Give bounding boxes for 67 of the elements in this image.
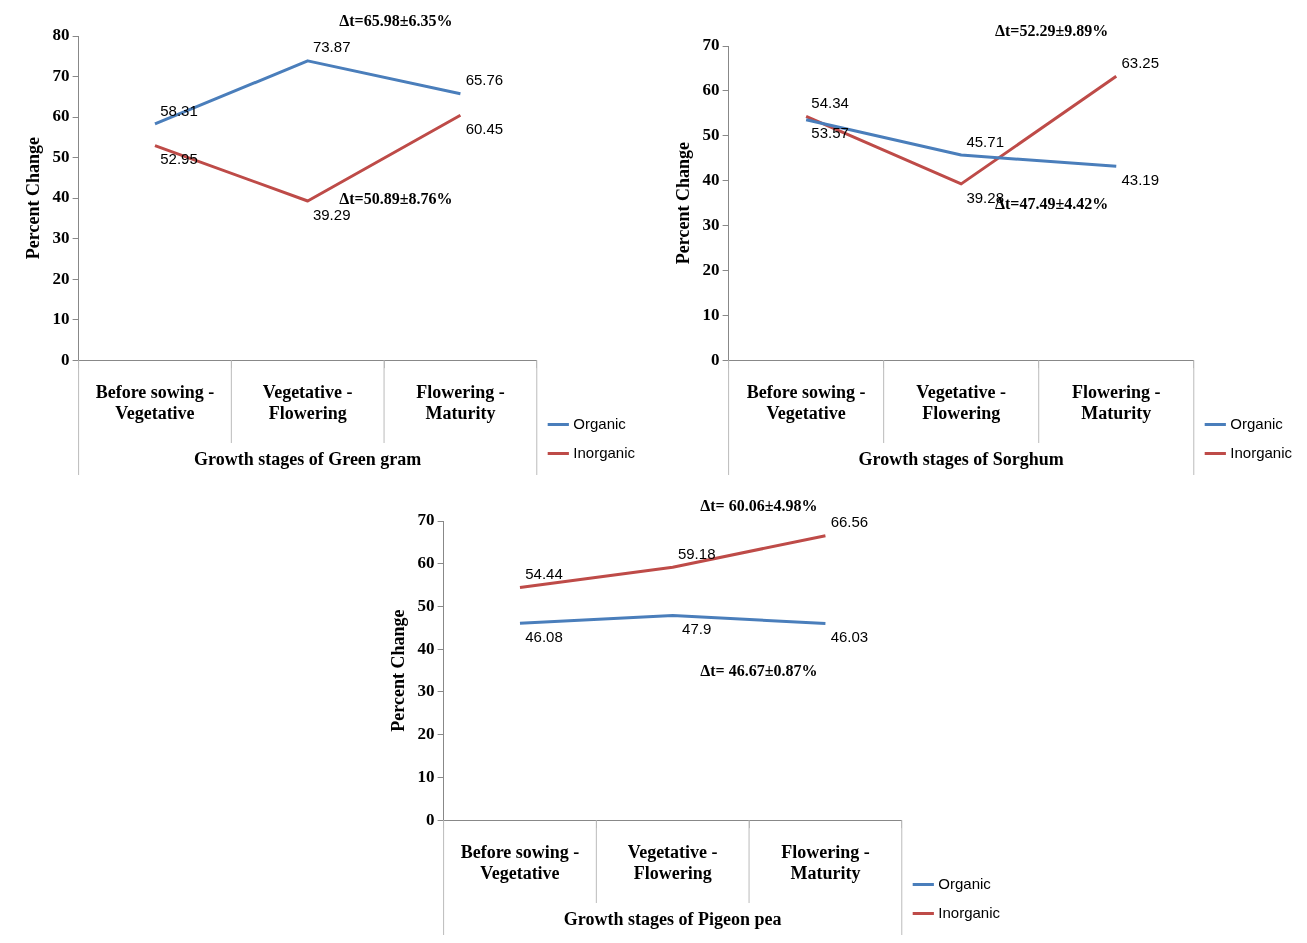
data-label: 46.03 [830,628,869,646]
y-tick-label: 40 [702,170,720,190]
data-label: 43.19 [1121,170,1160,188]
y-tick-label: 0 [61,349,70,369]
data-label: 65.76 [465,71,504,89]
x-axis-title: Growth stages of Pigeon pea [563,908,782,929]
y-tick-label: 50 [702,125,720,145]
y-tick-label: 50 [52,146,70,166]
y-tick-label: 70 [417,510,435,530]
y-tick-label: 60 [52,106,70,126]
x-tick-label: Vegetative - Flowering [627,841,718,884]
data-label: 63.25 [1121,53,1160,71]
data-label: 46.08 [525,627,563,645]
data-label: 52.95 [160,150,198,168]
data-label: 73.87 [312,38,351,56]
annotation: Δt= 46.67±0.87% [700,661,818,679]
y-axis-title: Percent Change [23,137,44,260]
y-axis-title: Percent Change [673,142,694,265]
x-tick-label: Flowering - Maturity [781,841,870,884]
y-tick-label: 30 [417,681,435,701]
x-tick-label: Before sowing - Vegetative [746,381,866,424]
data-label: 53.57 [811,124,849,142]
data-label: 45.71 [966,132,1004,150]
legend-label: Organic [573,414,627,432]
data-label: 39.29 [312,205,351,223]
text: Δt= 60.06±4.98% [700,497,818,515]
y-tick-label: 30 [702,214,720,234]
y-tick-label: 10 [417,766,435,786]
y-tick-label: 50 [417,595,435,615]
x-tick-label: Before sowing - Vegetative [95,381,215,424]
y-tick-label: 20 [702,259,720,279]
y-tick-label: 60 [417,553,435,573]
y-tick-label: 70 [702,35,720,55]
x-axis-title: Growth stages of Green gram [194,448,422,469]
legend-label: Inorganic [573,443,636,461]
x-tick-label: Vegetative - Flowering [262,381,353,424]
data-label: 54.34 [811,93,849,111]
annotation: Δt=50.89±8.76% [339,190,453,208]
data-label: 59.18 [677,544,716,562]
x-tick-label: Flowering - Maturity [416,381,505,424]
x-tick-label: Before sowing - Vegetative [460,841,580,884]
y-tick-label: 20 [52,268,70,288]
y-tick-label: 30 [52,228,70,248]
y-axis-title: Percent Change [388,609,409,732]
x-tick-label: Flowering - Maturity [1072,381,1161,424]
data-label: 66.56 [830,513,869,531]
y-tick-label: 70 [52,65,70,85]
y-tick-label: 0 [426,809,435,829]
text: Δt=65.98±6.35% [339,12,453,30]
legend-label: Organic [1230,414,1284,432]
y-tick-label: 40 [52,187,70,207]
x-axis-title: Growth stages of Sorghum [858,448,1064,469]
legend-label: Inorganic [938,903,1001,921]
legend-label: Inorganic [1230,443,1293,461]
legend-label: Organic [938,874,992,892]
y-tick-label: 80 [52,25,70,45]
y-tick-label: 10 [52,309,70,329]
y-tick-label: 20 [417,724,435,744]
text: Δt=52.29±9.89% [995,22,1109,40]
y-tick-label: 0 [711,349,720,369]
y-tick-label: 60 [702,80,720,100]
data-label: 47.9 [682,620,712,638]
data-label: 60.45 [465,119,504,137]
y-tick-label: 10 [702,304,720,324]
y-tick-label: 40 [417,638,435,658]
x-tick-label: Vegetative - Flowering [916,381,1007,424]
data-label: 54.44 [525,565,563,583]
